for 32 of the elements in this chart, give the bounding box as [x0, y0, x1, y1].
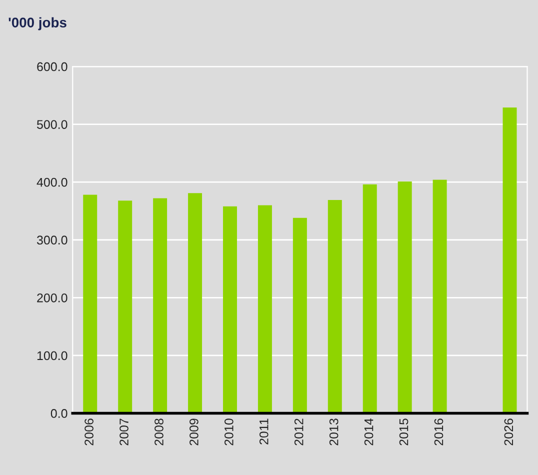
bar [292, 218, 307, 414]
x-tick-label: 2013 [329, 418, 338, 446]
x-tick-label: 2011 [259, 418, 268, 444]
x-tick-label: 2006 [84, 418, 94, 446]
x-tick-label: 2009 [190, 418, 198, 446]
y-tick-label: 500.0 [36, 120, 68, 129]
bar [362, 184, 377, 414]
x-tick-label: 2008 [154, 418, 164, 446]
bar [118, 200, 132, 414]
bar [83, 194, 98, 414]
bar [153, 198, 168, 414]
x-tick-label: 2016 [434, 418, 444, 446]
bar [258, 205, 272, 414]
y-tick-label: 400.0 [36, 178, 68, 187]
chart-title: '000 jobs [8, 17, 66, 30]
y-tick-label: 100.0 [37, 351, 68, 360]
y-tick-label: 300.0 [36, 236, 68, 245]
x-tick-label: 2014 [364, 418, 374, 446]
x-tick-label: 2007 [120, 418, 128, 446]
y-tick-label: 600.0 [37, 62, 68, 72]
x-tick-label: 2010 [224, 418, 234, 446]
x-tick-label: 2026 [504, 418, 514, 446]
y-tick-label: 0.0 [50, 409, 68, 418]
bar [223, 206, 237, 414]
x-tick-label: 2012 [294, 418, 304, 446]
bar [398, 182, 412, 414]
bar [328, 200, 342, 414]
bar [188, 193, 202, 414]
x-tick-label: 2015 [399, 418, 408, 446]
y-tick-label: 200.0 [37, 293, 68, 302]
bar [502, 108, 517, 414]
bar [432, 180, 447, 414]
